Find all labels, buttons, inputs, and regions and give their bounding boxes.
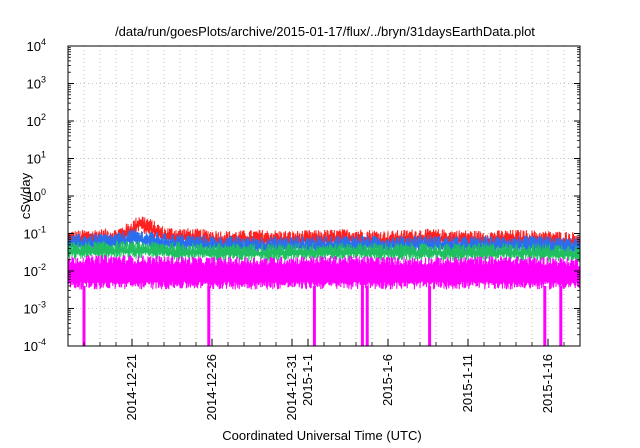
dropout-spike (360, 285, 364, 346)
y-tick-label: 102 (27, 112, 46, 129)
y-tick-label: 100 (27, 187, 46, 204)
dropout-spike (312, 285, 316, 346)
x-tick-label: 2014-12-21 (124, 354, 139, 421)
series-magenta-line (67, 254, 581, 290)
series-green-line (67, 240, 581, 262)
x-tick-label: 2015-1-6 (380, 354, 395, 406)
grid (68, 46, 580, 346)
series-layer (67, 216, 581, 346)
x-tick-labels: 2014-12-21 2014-12-26 2014-12-31 2015-1-1 20… (124, 354, 555, 421)
y-tick-label: 10-4 (24, 337, 46, 354)
plot-frame (67, 45, 581, 347)
y-axis-label: cSv/day (18, 172, 33, 219)
dropout-spike (559, 285, 563, 346)
x-tick-label: 2015-1-11 (460, 354, 475, 412)
y-tick-label: 10-1 (24, 225, 46, 242)
x-tick-label: 2015-1-16 (540, 354, 555, 413)
y-tick-label: 104 (27, 37, 46, 54)
chart-title: /data/run/goesPlots/archive/2015-01-17/f… (115, 24, 535, 39)
axes (67, 45, 581, 347)
y-tick-label: 10-3 (24, 300, 46, 317)
dropout-spike (207, 285, 211, 346)
x-tick-label: 2015-1-1 (300, 354, 315, 406)
dropout-spike (543, 285, 547, 346)
y-tick-label: 103 (27, 75, 46, 92)
y-tick-labels: 10-4 10-3 10-2 10-1 100 101 102 103 104 (24, 37, 46, 354)
x-axis-label: Coordinated Universal Time (UTC) (222, 428, 421, 443)
y-tick-label: 101 (27, 150, 46, 167)
dropout-spike (428, 285, 432, 346)
x-tick-label: 2014-12-26 (204, 354, 219, 421)
x-tick-label: 2014-12-31 (284, 354, 299, 421)
dropout-spike (82, 285, 86, 346)
dropout-spike (365, 285, 369, 346)
y-tick-label: 10-2 (24, 262, 46, 279)
